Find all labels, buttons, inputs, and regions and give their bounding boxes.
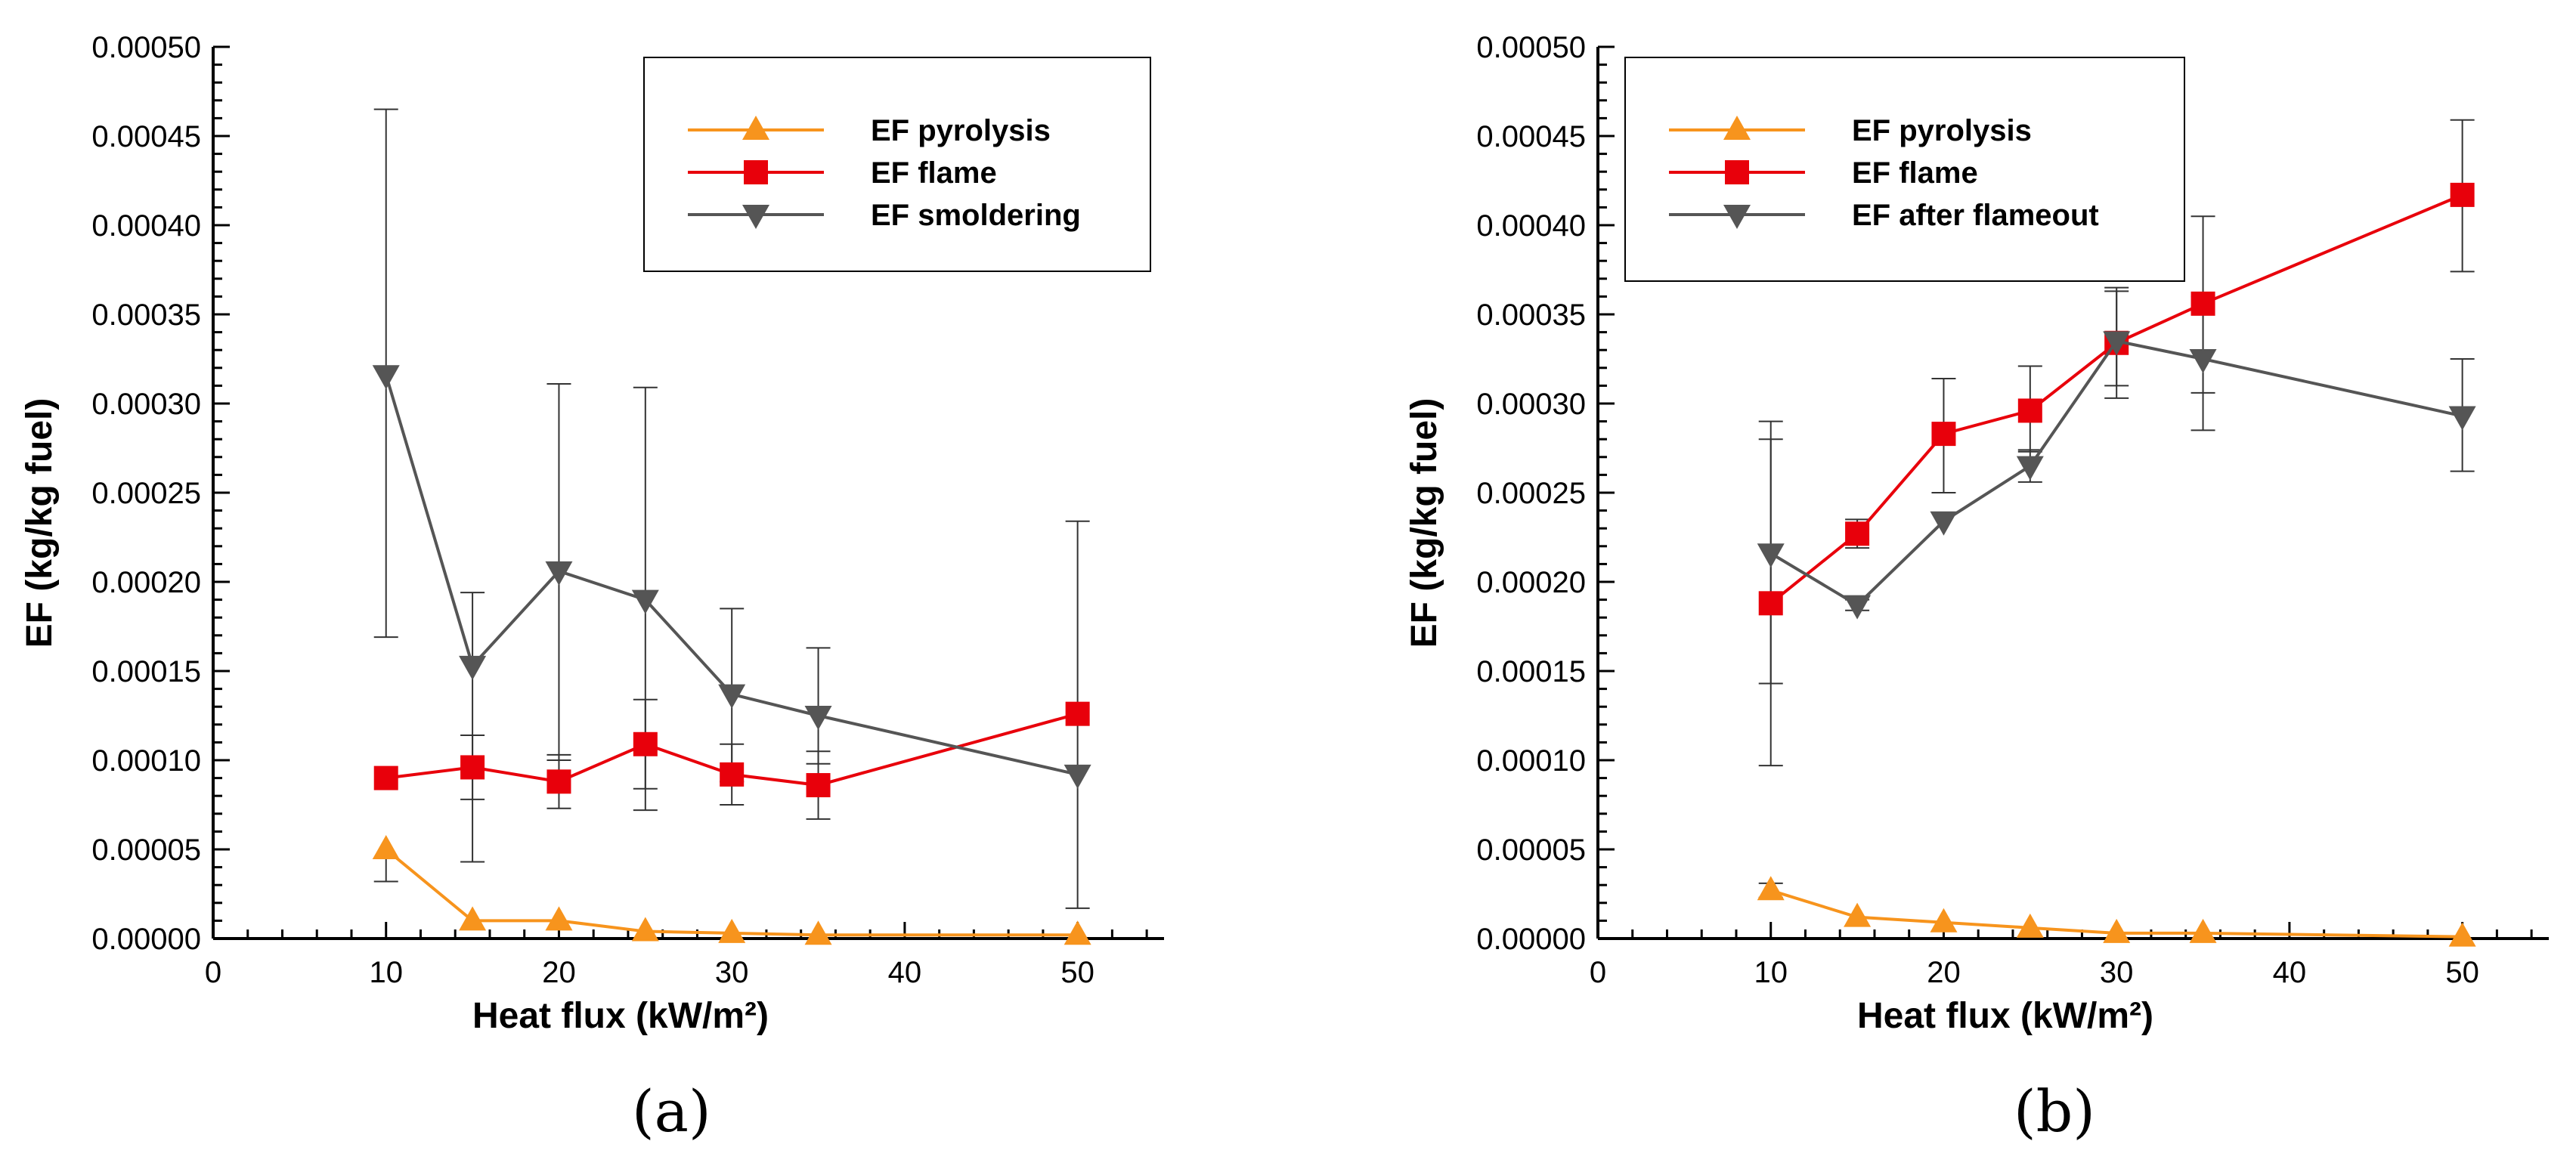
x-tick-label: 30 [2100, 956, 2134, 989]
y-tick-label: 0.00040 [1476, 209, 1586, 243]
y-tick-label: 0.00015 [1476, 655, 1586, 688]
y-tick-label: 0.00030 [91, 388, 201, 421]
legend-label: EF after flameout [1852, 199, 2099, 232]
data-point [631, 917, 659, 942]
y-tick-label: 0.00000 [1476, 923, 1586, 956]
x-tick-label: 30 [715, 956, 749, 989]
y-tick-label: 0.00045 [1476, 120, 1586, 153]
y-tick-label: 0.00025 [91, 477, 201, 510]
data-point [804, 706, 832, 730]
x-tick-label: 0 [205, 956, 221, 989]
data-point [1931, 422, 1956, 447]
x-tick-label: 0 [1590, 956, 1606, 989]
data-point [372, 365, 400, 390]
legend-box [1624, 57, 2185, 282]
data-point [718, 684, 746, 709]
y-tick-label: 0.00035 [91, 298, 201, 332]
data-point [2016, 456, 2044, 481]
y-tick-label: 0.00000 [91, 923, 201, 956]
data-point [806, 773, 831, 798]
data-point [2448, 922, 2476, 947]
data-point [546, 769, 571, 794]
legend-label: EF pyrolysis [1852, 114, 2032, 147]
data-point [1844, 595, 1872, 620]
data-point [1065, 701, 1090, 726]
legend-label: EF smoldering [871, 199, 1081, 232]
data-point [720, 762, 745, 787]
legend-box [643, 57, 1151, 272]
data-point [2450, 182, 2475, 207]
y-tick-label: 0.00020 [1476, 566, 1586, 599]
data-point [1064, 920, 1091, 945]
legend-label: EF pyrolysis [871, 114, 1051, 147]
legend-marker [1725, 160, 1749, 184]
data-point [2017, 398, 2042, 423]
y-tick-label: 0.00005 [91, 834, 201, 867]
y-tick-label: 0.00035 [1476, 298, 1586, 332]
data-point [459, 906, 487, 931]
data-point [2189, 918, 2217, 943]
data-point [1844, 902, 1872, 927]
x-tick-label: 50 [1060, 956, 1094, 989]
panel-label-b: (b) [2014, 1078, 2095, 1145]
data-point [1758, 591, 1783, 616]
data-point [2448, 406, 2476, 431]
chart-panel-b: 0 10 20 30 40 50 0.00000 0.00005 0.00010 0.00015 0… [1404, 31, 2549, 1036]
y-tick-label: 0.00025 [1476, 477, 1586, 510]
legend-marker [1723, 116, 1751, 140]
y-tick-label: 0.00045 [91, 120, 201, 153]
y-tick-label: 0.00005 [1476, 834, 1586, 867]
data-point [545, 561, 573, 586]
data-point [1064, 764, 1091, 789]
data-point [631, 589, 659, 614]
y-tick-label: 0.00050 [1476, 31, 1586, 64]
x-tick-label: 40 [888, 956, 922, 989]
data-point [2191, 291, 2215, 316]
data-point [372, 835, 400, 859]
data-point [1757, 543, 1785, 568]
x-tick-label: 20 [542, 956, 576, 989]
legend-marker [1723, 205, 1751, 229]
data-point [1757, 876, 1785, 901]
x-tick-label: 20 [1927, 956, 1961, 989]
data-point [1845, 521, 1870, 546]
legend-marker [742, 205, 769, 229]
legend-label: EF flame [871, 156, 997, 190]
y-axis-title: EF (kg/kg fuel) [20, 398, 60, 648]
panel-label-a: (a) [632, 1078, 711, 1145]
x-tick-label: 10 [1754, 956, 1788, 989]
x-axis-title: Heat flux (kW/m²) [472, 996, 769, 1036]
legend-marker [742, 116, 769, 140]
y-tick-label: 0.00050 [91, 31, 201, 64]
chart-panel-a: 0 10 20 30 40 50 0.00000 0.00005 0.00010 0.00015 0… [20, 31, 1164, 1036]
y-tick-label: 0.00040 [91, 209, 201, 243]
x-tick-label: 10 [369, 956, 403, 989]
data-point [2189, 349, 2217, 373]
y-tick-label: 0.00020 [91, 566, 201, 599]
y-tick-label: 0.00010 [91, 744, 201, 778]
data-point [718, 918, 746, 943]
legend-marker [744, 160, 768, 184]
y-tick-label: 0.00010 [1476, 744, 1586, 778]
data-point [459, 655, 487, 680]
data-point [1930, 908, 1958, 932]
y-tick-label: 0.00030 [1476, 388, 1586, 421]
data-point [373, 765, 398, 790]
data-point [804, 920, 832, 945]
x-tick-label: 40 [2273, 956, 2307, 989]
y-axis-title: EF (kg/kg fuel) [1404, 398, 1444, 648]
data-point [2103, 331, 2131, 356]
data-point [633, 731, 658, 756]
data-point [2016, 913, 2044, 938]
data-point [545, 906, 573, 931]
x-axis-title: Heat flux (kW/m²) [1857, 996, 2153, 1036]
data-point [1930, 511, 1958, 536]
data-point [460, 755, 485, 780]
y-tick-label: 0.00015 [91, 655, 201, 688]
data-point [2103, 918, 2131, 943]
legend-label: EF flame [1852, 156, 1978, 190]
x-tick-label: 50 [2445, 956, 2479, 989]
